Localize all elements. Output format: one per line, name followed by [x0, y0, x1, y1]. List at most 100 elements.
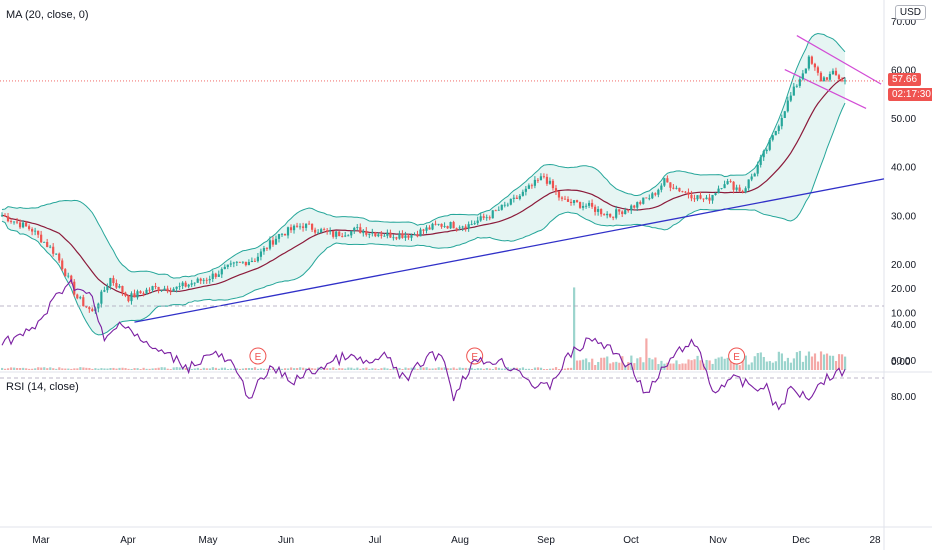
volume-bar — [64, 368, 67, 370]
candle — [6, 216, 10, 222]
volume-bar — [705, 359, 708, 370]
volume-bar — [500, 368, 503, 370]
volume-bar — [750, 362, 753, 370]
time-tick-label: Oct — [623, 535, 639, 546]
volume-bar — [813, 353, 817, 370]
candle — [31, 229, 34, 232]
volume-bar — [31, 368, 34, 370]
volume-bar — [244, 368, 248, 370]
currency-badge[interactable]: USD — [894, 5, 926, 20]
volume-bar — [627, 362, 630, 370]
volume-bar — [407, 368, 410, 370]
volume-bar — [437, 367, 440, 370]
candle — [768, 139, 771, 150]
volume-bar — [645, 338, 648, 370]
candle — [262, 248, 266, 252]
volume-bar — [332, 367, 335, 370]
volume-bar — [419, 367, 422, 370]
candle — [193, 282, 196, 284]
candle — [58, 253, 61, 261]
volume-bar — [265, 368, 269, 370]
candle — [277, 234, 281, 239]
volume-bar — [49, 367, 52, 370]
volume-bar — [175, 367, 178, 370]
volume-bar — [106, 368, 109, 370]
candle — [771, 135, 774, 140]
earnings-marker — [249, 347, 267, 365]
time-tick-label: May — [199, 535, 218, 546]
volume-bar — [284, 368, 287, 370]
volume-bar — [223, 367, 226, 370]
volume-bar — [377, 369, 380, 370]
volume-bar — [729, 358, 732, 370]
candle — [338, 231, 341, 237]
volume-bar — [46, 368, 49, 370]
time-tick-label: Nov — [709, 535, 727, 546]
candle — [834, 70, 838, 76]
candle — [753, 173, 756, 177]
candle — [822, 77, 826, 82]
candle — [163, 288, 166, 291]
volume-bar — [338, 368, 341, 370]
volume-bar — [250, 368, 254, 370]
volume-bar — [837, 354, 841, 370]
candle — [139, 291, 142, 294]
volume-bar — [133, 368, 136, 370]
candle — [693, 198, 696, 200]
volume-bar — [503, 368, 506, 370]
candle — [268, 240, 272, 249]
candle — [464, 226, 467, 229]
volume-bar — [443, 367, 446, 370]
candle — [151, 286, 154, 291]
candle — [828, 74, 832, 80]
volume-bar — [756, 353, 759, 370]
volume-bar — [380, 368, 383, 370]
candle — [289, 227, 293, 231]
candle — [443, 226, 446, 227]
volume-bar — [196, 367, 199, 370]
candle — [527, 185, 530, 189]
volume-bar — [810, 356, 814, 370]
candle — [624, 210, 627, 215]
volume-bar — [473, 368, 476, 370]
candle — [639, 202, 642, 204]
candle — [654, 193, 657, 195]
candle — [756, 164, 759, 174]
candle — [295, 225, 299, 227]
candle — [377, 234, 380, 237]
volume-bar — [723, 358, 726, 370]
candle — [795, 85, 798, 87]
candle — [286, 227, 290, 236]
volume-bar — [13, 367, 16, 370]
candle — [133, 293, 136, 298]
volume-bar — [335, 368, 338, 370]
candle — [61, 260, 64, 270]
volume-bar — [669, 363, 672, 370]
candle — [175, 286, 178, 289]
volume-bar — [585, 358, 588, 370]
candle — [476, 220, 479, 224]
volume-bar — [801, 361, 805, 370]
candle — [681, 191, 684, 193]
volume-bar — [256, 368, 260, 370]
time-tick-label: Dec — [792, 535, 810, 546]
volume-bar — [115, 368, 118, 370]
candle — [485, 217, 488, 219]
candle — [304, 223, 308, 228]
volume-bar — [392, 368, 395, 370]
volume-bar — [193, 368, 196, 370]
candle — [473, 223, 476, 225]
volume-bar — [603, 357, 606, 370]
volume-bar — [109, 368, 112, 370]
volume-bar — [491, 369, 494, 370]
candle — [518, 195, 521, 199]
volume-bar — [792, 358, 796, 370]
volume-bar — [311, 368, 314, 370]
candle — [747, 179, 750, 189]
candle — [449, 222, 452, 229]
candle — [314, 229, 317, 233]
candle — [157, 286, 160, 291]
volume-bar — [365, 367, 368, 370]
candle — [326, 230, 329, 232]
